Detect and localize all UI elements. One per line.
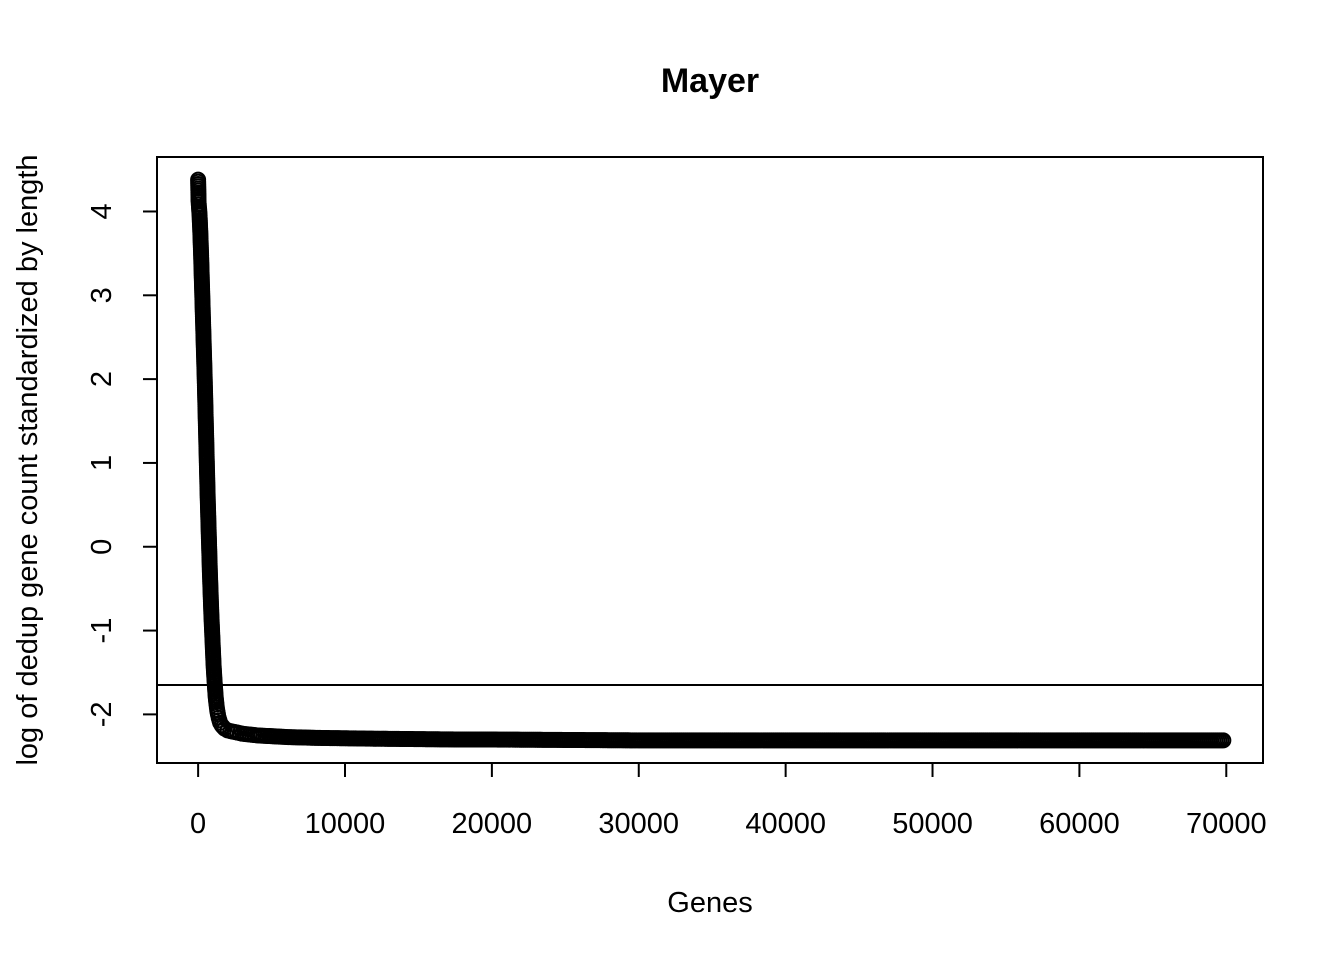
x-tick-label: 10000 (305, 808, 386, 840)
x-axis: 0 10000 20000 30000 40000 50000 60000 70000 (190, 762, 1267, 840)
y-tick-label: 1 (86, 455, 118, 471)
x-tick-label: 50000 (892, 808, 973, 840)
y-tick-label: 0 (86, 539, 118, 555)
x-tick-label: 20000 (452, 808, 533, 840)
data-point (1215, 732, 1232, 749)
y-tick-label: 4 (86, 203, 118, 219)
y-tick-label: 3 (86, 287, 118, 303)
x-tick-label: 0 (190, 808, 206, 840)
data-points (190, 171, 1232, 749)
x-tick-label: 40000 (745, 808, 826, 840)
y-axis: -2 -1 0 1 2 3 4 (86, 203, 158, 727)
y-axis-label: log of dedup gene count standardized by … (12, 154, 44, 765)
y-tick-label: -1 (86, 618, 118, 644)
y-tick-label: -2 (86, 701, 118, 727)
plot-frame (156, 156, 1264, 764)
x-axis-label: Genes (667, 887, 752, 919)
x-tick-label: 30000 (598, 808, 679, 840)
chart-title: Mayer (661, 62, 759, 100)
x-tick-label: 60000 (1039, 808, 1120, 840)
x-tick-label: 70000 (1186, 808, 1267, 840)
y-tick-label: 2 (86, 371, 118, 387)
